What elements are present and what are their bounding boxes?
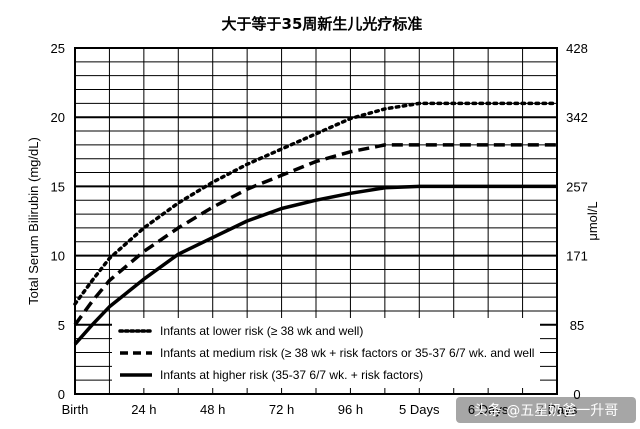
y-tick-label: 0 (58, 387, 65, 402)
watermark-background (456, 397, 636, 423)
y-tick-label: 20 (51, 110, 65, 125)
series-line-dotted (73, 101, 559, 306)
y-right-tick-label: 85 (570, 318, 584, 333)
x-tick-label: 5 Days (399, 402, 440, 417)
y-tick-label: 25 (51, 41, 65, 56)
y-right-tick-label: 0 (573, 387, 580, 402)
watermark-text: 头条 @五星奶爸一升哥 (474, 402, 618, 419)
y-right-tick-label: 171 (566, 249, 588, 264)
x-tick-label: Birth (62, 402, 89, 417)
legend-label-medium-risk: Infants at medium risk (≥ 38 wk + risk f… (160, 346, 534, 360)
x-tick-label: 72 h (269, 402, 294, 417)
chart-title: 大于等于35周新生儿光疗标准 (222, 15, 423, 33)
x-tick-label: 48 h (200, 402, 225, 417)
watermark: 头条 @五星奶爸一升哥 (456, 397, 636, 423)
x-axis-ticks: Birth 24 h 48 h 72 h 96 h 5 Days 6 Days 7 Days (62, 402, 578, 417)
series-line-dashed (73, 143, 557, 326)
series-layer (73, 101, 559, 346)
x-tick-label: 24 h (131, 402, 156, 417)
y-axis-left-ticks: 0 5 10 15 20 25 (51, 41, 65, 402)
y-tick-label: 10 (51, 249, 65, 264)
y-right-tick-label: 342 (566, 110, 588, 125)
x-tick-label: 7 Days (537, 402, 578, 417)
x-tick-label: 96 h (338, 402, 363, 417)
y-right-tick-label: 428 (566, 41, 588, 56)
legend-label-higher-risk: Infants at higher risk (35-37 6/7 wk. + … (160, 368, 423, 382)
y-tick-label: 5 (58, 318, 65, 333)
legend-background (112, 318, 540, 388)
legend-label-lower-risk: Infants at lower risk (≥ 38 wk and well) (160, 324, 363, 338)
x-tick-label: 6 Days (468, 402, 509, 417)
y-right-tick-label: 257 (566, 179, 588, 194)
legend: Infants at lower risk (≥ 38 wk and well)… (112, 318, 540, 388)
y-axis-label: Total Serum Bilirubin (mg/dL) (26, 137, 41, 305)
y-axis-right-ticks: 0 85 171 257 342 428 (566, 41, 588, 402)
y-tick-label: 15 (51, 179, 65, 194)
y-axis-right-label: μmol/L (585, 201, 600, 240)
series-line-solid (73, 184, 557, 346)
